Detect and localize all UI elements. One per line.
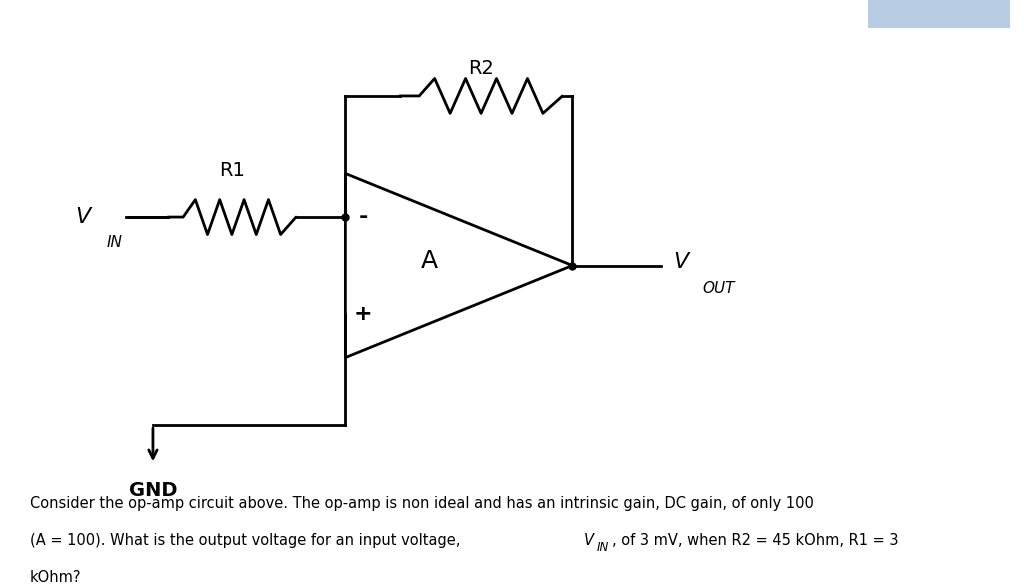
Text: A: A <box>421 249 438 273</box>
Text: (A = 100). What is the output voltage for an input voltage,: (A = 100). What is the output voltage fo… <box>30 533 465 548</box>
Text: -: - <box>358 207 368 227</box>
Text: V: V <box>673 252 688 272</box>
Text: OUT: OUT <box>702 281 735 296</box>
Text: R2: R2 <box>468 60 494 78</box>
Bar <box>868 0 1017 28</box>
Text: , of 3 mV, when R2 = 45 kOhm, R1 = 3: , of 3 mV, when R2 = 45 kOhm, R1 = 3 <box>611 533 898 548</box>
Text: kOhm?: kOhm? <box>30 570 81 584</box>
Text: IN: IN <box>106 235 123 249</box>
Text: +: + <box>354 304 373 324</box>
Text: GND: GND <box>129 481 177 500</box>
Text: IN: IN <box>596 541 608 554</box>
Text: V: V <box>584 533 594 548</box>
Text: R1: R1 <box>219 161 245 180</box>
Text: V: V <box>76 207 91 227</box>
Text: Consider the op-amp circuit above. The op-amp is non ideal and has an intrinsic : Consider the op-amp circuit above. The o… <box>30 496 813 511</box>
